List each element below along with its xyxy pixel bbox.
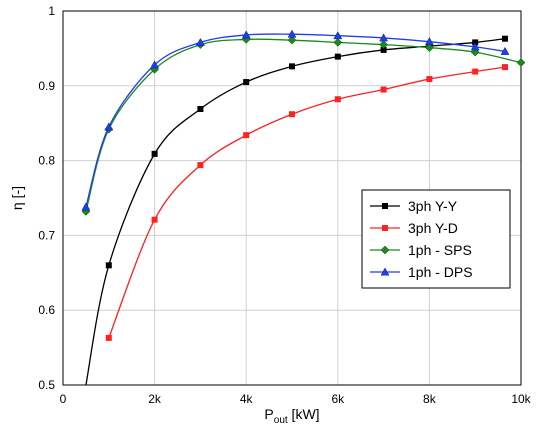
legend-label: 1ph - SPS (408, 242, 472, 258)
data-point-3ph-y-y (197, 105, 204, 112)
y-tick-labels: 0.5 0.6 0.7 0.8 0.9 1 (38, 4, 55, 392)
data-point-1ph-sps (516, 58, 526, 67)
data-point-3ph-y-d (151, 216, 158, 223)
legend-item-1ph-sps: 1ph - SPS (370, 242, 472, 258)
data-point-1ph-dps (333, 31, 343, 40)
x-tick-label: 2k (148, 392, 162, 406)
data-point-1ph-dps (81, 202, 91, 211)
legend-label: 3ph Y-Y (408, 198, 458, 214)
data-point-3ph-y-y (501, 35, 508, 42)
data-point-3ph-y-y (105, 262, 112, 269)
legend-item-3ph-y-d: 3ph Y-D (370, 220, 458, 236)
legend-label: 3ph Y-D (408, 220, 458, 236)
data-point-1ph-dps (104, 122, 114, 131)
series-1ph-dps (81, 29, 510, 211)
x-axis-label-subscript: out (274, 415, 288, 426)
data-point-1ph-dps (424, 37, 434, 46)
x-tick-label: 0 (60, 392, 67, 406)
x-axis-label-unit: [kW] (288, 406, 320, 422)
data-point-1ph-dps (241, 30, 251, 39)
data-point-1ph-sps (333, 38, 343, 47)
y-tick-label: 0.5 (38, 378, 55, 392)
series-line-3ph-y-y (85, 38, 506, 386)
y-tick-label: 0.9 (38, 79, 55, 93)
legend-swatch-marker (382, 225, 388, 231)
legend-swatch-marker (380, 245, 390, 255)
data-point-3ph-y-d (380, 86, 387, 93)
y-tick-label: 0.7 (38, 228, 55, 242)
x-tick-label: 6k (331, 392, 345, 406)
series-line-3ph-y-d (108, 66, 506, 339)
series-layer (81, 29, 526, 386)
legend-item-1ph-dps: 1ph - DPS (370, 264, 473, 280)
data-point-3ph-y-d (105, 334, 112, 341)
data-point-1ph-sps (379, 40, 388, 50)
y-tick-label: 1 (48, 4, 55, 18)
legend-item-3ph-y-y: 3ph Y-Y (370, 198, 458, 214)
x-tick-label: 4k (240, 392, 254, 406)
y-tick-label: 0.8 (38, 154, 55, 168)
data-point-3ph-y-d (243, 132, 250, 139)
data-point-3ph-y-y (243, 79, 250, 86)
series-3ph-y-d (105, 64, 508, 341)
series-line-1ph-dps (85, 33, 506, 208)
data-point-3ph-y-d (289, 111, 295, 118)
series-1ph-sps (81, 35, 526, 216)
data-point-3ph-y-d (334, 96, 341, 103)
legend-swatch-marker (380, 267, 390, 276)
data-point-1ph-dps (470, 42, 480, 51)
data-point-3ph-y-y (334, 53, 341, 60)
x-tick-label: 8k (423, 392, 437, 406)
data-point-3ph-y-y (380, 46, 387, 53)
data-point-1ph-dps (379, 33, 389, 42)
legend-label: 1ph - DPS (408, 264, 473, 280)
data-point-1ph-dps (287, 29, 297, 38)
x-axis-label: Pout [kW] (264, 406, 319, 426)
data-point-1ph-dps (500, 46, 510, 55)
series-3ph-y-y (85, 35, 508, 386)
x-tick-labels: 0 2k 4k 6k 8k 10k (60, 392, 532, 406)
data-point-3ph-y-y (151, 150, 158, 157)
data-point-1ph-dps (195, 37, 205, 46)
y-tick-label: 0.6 (38, 303, 55, 317)
data-point-3ph-y-d (501, 64, 508, 71)
data-point-3ph-y-y (289, 63, 295, 70)
data-point-1ph-dps (150, 60, 160, 69)
data-point-1ph-sps (425, 43, 434, 53)
data-point-3ph-y-d (472, 68, 479, 75)
x-axis-label-main: P (264, 406, 273, 422)
data-point-3ph-y-d (426, 76, 433, 83)
data-point-1ph-sps (287, 35, 297, 45)
legend-swatch-marker (382, 203, 388, 209)
series-line-1ph-sps (85, 38, 522, 212)
data-point-3ph-y-d (197, 162, 204, 169)
y-axis-label: η [-] (9, 186, 25, 210)
x-tick-label: 10k (511, 392, 531, 406)
plot-area-frame (62, 10, 522, 386)
legend: 3ph Y-Y 3ph Y-D 1ph - SPS 1ph - DPS (361, 189, 511, 289)
